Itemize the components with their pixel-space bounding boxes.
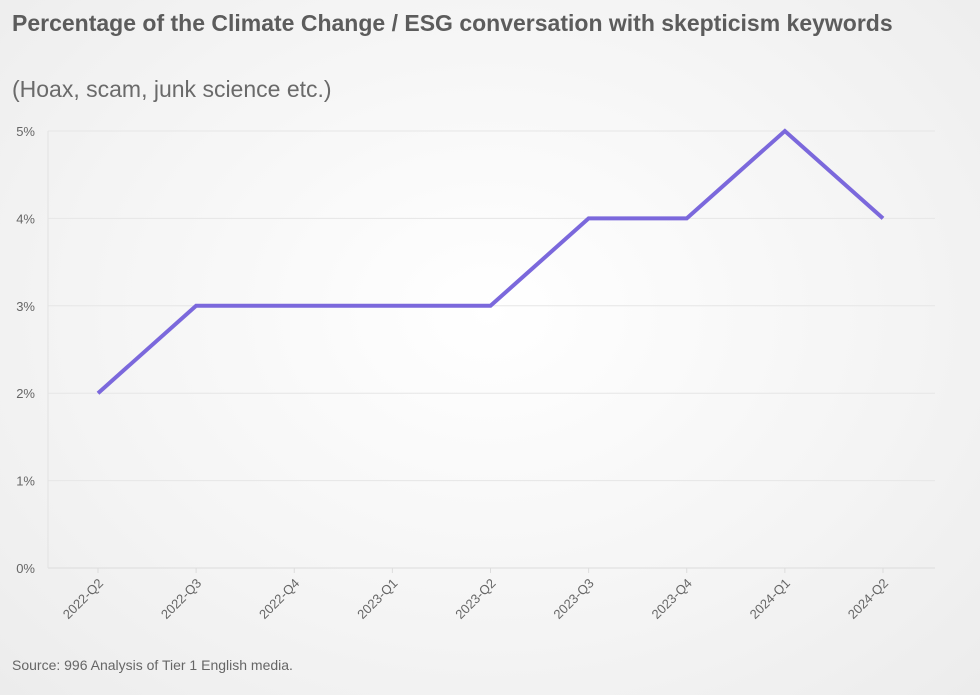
x-axis: 2022-Q2 2022-Q3 2022-Q4 2023-Q1 2023-Q2 2023-… [60, 568, 891, 622]
gridlines [47, 130, 935, 569]
y-tick-label: 2% [16, 386, 35, 401]
y-tick-label: 1% [16, 474, 35, 489]
y-tick-label: 4% [16, 211, 35, 226]
series-line [96, 128, 885, 395]
x-tick-label: 2024-Q2 [845, 576, 891, 622]
y-tick-label: 3% [16, 299, 35, 314]
x-tick-label: 2023-Q2 [452, 576, 498, 622]
x-tick-label: 2024-Q1 [747, 576, 793, 622]
y-tick-label: 0% [16, 561, 35, 576]
chart-title: Percentage of the Climate Change / ESG c… [12, 10, 893, 36]
x-tick-label: 2023-Q4 [648, 576, 694, 622]
y-axis: 0% 1% 2% 3% 4% 5% [16, 124, 35, 576]
x-tick-label: 2023-Q3 [550, 576, 596, 622]
x-tick-label: 2022-Q3 [158, 576, 204, 622]
x-tick-label: 2022-Q4 [256, 576, 302, 622]
chart-subtitle: (Hoax, scam, junk science etc.) [12, 76, 332, 102]
x-tick-label: 2023-Q1 [354, 576, 400, 622]
y-tick-label: 5% [16, 124, 35, 139]
series-layer [96, 128, 885, 395]
source-note: Source: 996 Analysis of Tier 1 English m… [12, 657, 293, 673]
x-tick-label: 2022-Q2 [60, 576, 106, 622]
